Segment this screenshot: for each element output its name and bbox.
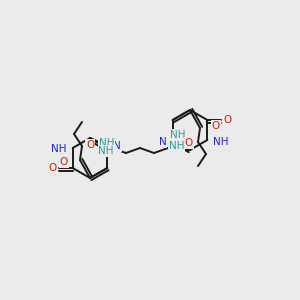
Text: NH: NH <box>213 137 229 147</box>
Text: O: O <box>212 121 220 131</box>
Text: N: N <box>159 137 167 147</box>
Text: NH: NH <box>51 144 67 154</box>
Text: O: O <box>86 140 94 150</box>
Text: O: O <box>223 115 231 125</box>
Text: NH: NH <box>99 138 115 148</box>
Text: O: O <box>60 157 68 167</box>
Text: O: O <box>185 138 193 148</box>
Text: NH: NH <box>170 130 186 140</box>
Text: N: N <box>113 141 121 151</box>
Text: O: O <box>49 163 57 173</box>
Text: NH: NH <box>169 141 184 151</box>
Text: NH: NH <box>98 146 114 156</box>
